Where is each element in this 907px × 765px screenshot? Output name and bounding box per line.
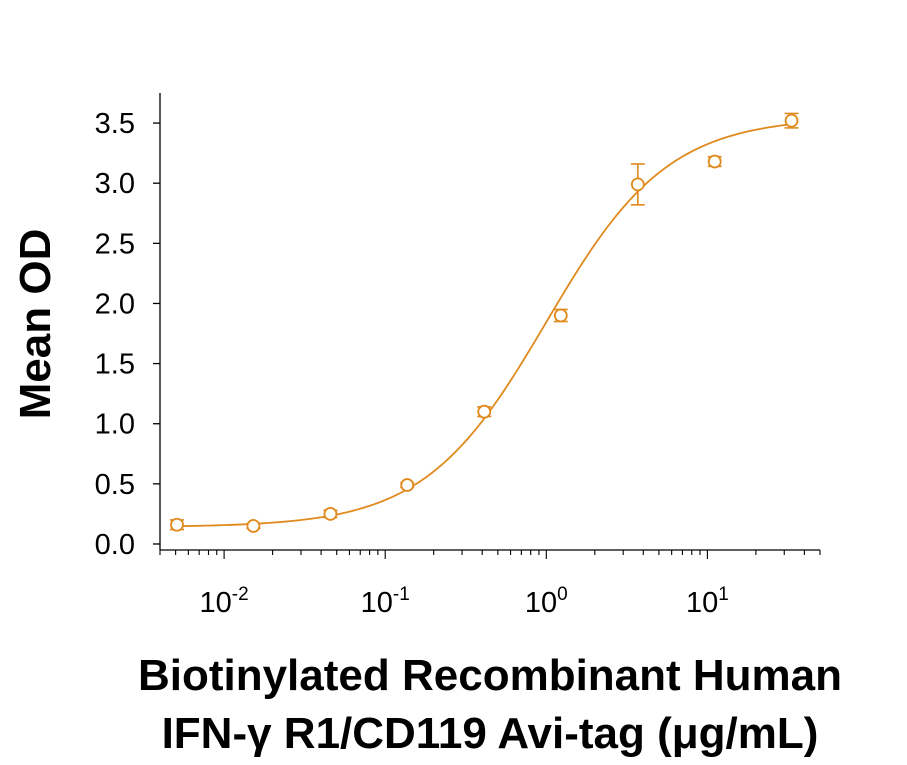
marker-8 <box>784 113 799 128</box>
marker-1 <box>246 519 261 533</box>
y-tick-label-2: 1.0 <box>95 409 135 441</box>
y-tick-label-6: 3.0 <box>95 168 135 200</box>
data-point-6 <box>630 163 645 206</box>
x-tick-label-base-2: 10 <box>525 587 557 619</box>
tick-labels: 0.00.51.01.52.02.53.03.510-2 10-1 100 101 <box>95 108 729 619</box>
data-point-8 <box>784 112 799 129</box>
x-tick-label-exp-0: -2 <box>232 584 249 605</box>
x-tick-label-base-1: 10 <box>361 587 393 619</box>
data-point-3 <box>400 478 415 492</box>
y-tick-label-1: 0.5 <box>95 469 135 501</box>
marker-0 <box>170 517 184 532</box>
data-point-1 <box>246 519 261 533</box>
fit-curve-layer <box>176 123 792 528</box>
marker-3 <box>400 478 415 492</box>
tick-marks <box>153 122 821 559</box>
x-tick-label-exp-3: 1 <box>718 584 729 605</box>
data-point-7 <box>707 154 722 169</box>
x-axis-label-line-2: IFN-γ R1/CD119 Avi-tag (μg/mL) <box>162 709 819 758</box>
data-point-0 <box>169 517 184 532</box>
data-points-layer <box>169 112 799 533</box>
data-point-5 <box>553 308 568 323</box>
x-tick-label-2: 100 <box>525 584 568 619</box>
y-axis-label: Mean OD <box>11 229 60 420</box>
x-tick-label-3: 101 <box>686 584 729 619</box>
marker-2 <box>323 507 338 521</box>
x-tick-label-1: 10-1 <box>361 584 410 619</box>
y-tick-label-0: 0.0 <box>95 529 135 561</box>
marker-5 <box>553 308 568 323</box>
x-tick-label-base-3: 10 <box>686 587 718 619</box>
x-axis-label-line-1: Biotinylated Recombinant Human <box>138 651 842 700</box>
y-tick-label-4: 2.0 <box>95 288 135 320</box>
x-tick-label-base-0: 10 <box>200 587 232 619</box>
marker-4 <box>477 404 492 419</box>
x-tick-label-exp-1: -1 <box>393 584 410 605</box>
data-point-4 <box>477 404 492 419</box>
y-tick-label-5: 2.5 <box>95 228 135 260</box>
y-tick-label-7: 3.5 <box>95 108 135 140</box>
marker-6 <box>630 177 645 192</box>
data-point-2 <box>323 507 338 521</box>
fit-curve <box>176 123 792 528</box>
y-tick-label-3: 1.5 <box>95 349 135 381</box>
marker-7 <box>707 154 722 169</box>
x-tick-label-0: 10-2 <box>200 584 249 619</box>
axes <box>159 93 820 551</box>
x-tick-label-exp-2: 0 <box>557 584 568 605</box>
